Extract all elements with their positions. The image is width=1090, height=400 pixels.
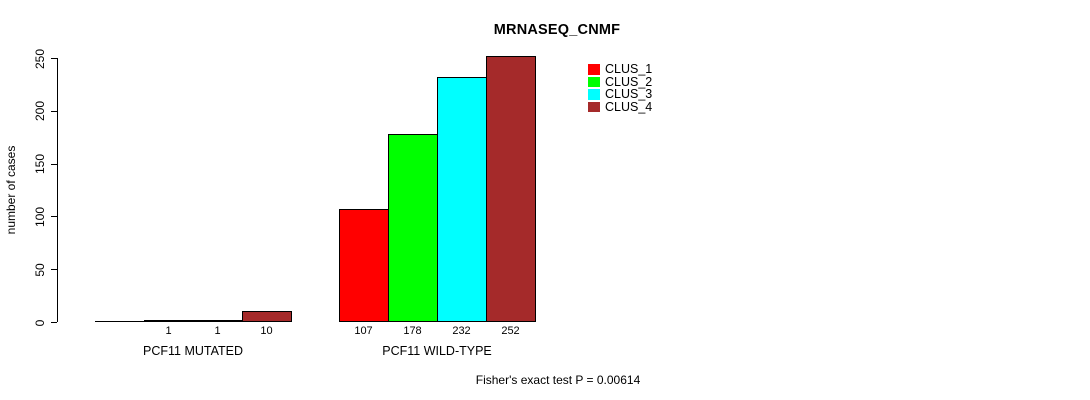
y-axis-tick-50 — [51, 269, 57, 271]
bar-value-label-clus_4-pcf11-mutated: 10 — [260, 325, 273, 337]
legend-item-clus_3: CLUS_3 — [588, 88, 652, 101]
y-axis-tick-200 — [51, 110, 57, 112]
y-axis-tick-150 — [51, 163, 57, 165]
bar-clus_4-pcf11-wild-type — [486, 55, 536, 322]
bar-value-label-clus_3-pcf11-mutated: 1 — [214, 325, 221, 337]
legend-label-clus_3: CLUS_3 — [605, 87, 653, 102]
y-axis-tick-label-100: 100 — [33, 206, 47, 227]
bar-value-label-clus_4-pcf11-wild-type: 252 — [501, 325, 520, 337]
legend-item-clus_1: CLUS_1 — [588, 63, 652, 76]
y-axis-tick-label-50: 50 — [33, 263, 47, 277]
legend-label-clus_4: CLUS_4 — [605, 99, 653, 114]
bar-clus_3-pcf11-wild-type — [437, 77, 487, 322]
legend-swatch-clus_1 — [588, 64, 600, 75]
bar-clus_4-pcf11-mutated — [242, 311, 292, 322]
y-axis-tick-0 — [51, 322, 57, 323]
y-axis-tick-100 — [51, 216, 57, 218]
bar-value-label-clus_1-pcf11-wild-type: 107 — [354, 325, 373, 337]
bar-clus_1-pcf11-mutated — [95, 321, 145, 322]
bar-clus_2-pcf11-wild-type — [388, 134, 438, 322]
y-axis-line — [57, 58, 58, 322]
legend: CLUS_1 CLUS_2 CLUS_3 CLUS_4 — [588, 63, 652, 113]
bar-value-label-clus_2-pcf11-wild-type: 178 — [403, 325, 422, 337]
y-axis-title: number of cases — [4, 145, 18, 235]
bar-clus_2-pcf11-mutated — [144, 320, 194, 322]
chart-title: MRNASEQ_CNMF — [493, 22, 621, 38]
bar-clus_1-pcf11-wild-type — [339, 209, 389, 322]
legend-label-clus_2: CLUS_2 — [605, 74, 653, 89]
fisher-exact-test-annotation: Fisher's exact test P = 0.00614 — [475, 373, 641, 387]
y-axis-tick-label-0: 0 — [33, 319, 47, 326]
bar-value-label-clus_2-pcf11-mutated: 1 — [165, 325, 172, 337]
group-label-pcf11-mutated: PCF11 MUTATED — [142, 344, 244, 358]
bar-value-label-clus_3-pcf11-wild-type: 232 — [452, 325, 471, 337]
y-axis-tick-250 — [51, 58, 57, 59]
y-axis-tick-label-200: 200 — [33, 101, 47, 122]
bar-clus_3-pcf11-mutated — [193, 320, 243, 322]
y-axis-tick-label-150: 150 — [33, 154, 47, 175]
legend-swatch-clus_2 — [588, 76, 600, 88]
legend-swatch-clus_3 — [588, 89, 600, 100]
legend-swatch-clus_4 — [588, 101, 600, 113]
group-label-pcf11-wild-type: PCF11 WILD-TYPE — [382, 344, 492, 358]
legend-label-clus_1: CLUS_1 — [605, 62, 653, 76]
legend-item-clus_4: CLUS_4 — [588, 101, 652, 114]
legend-item-clus_2: CLUS_2 — [588, 74, 653, 89]
y-axis-tick-label-250: 250 — [33, 48, 47, 69]
